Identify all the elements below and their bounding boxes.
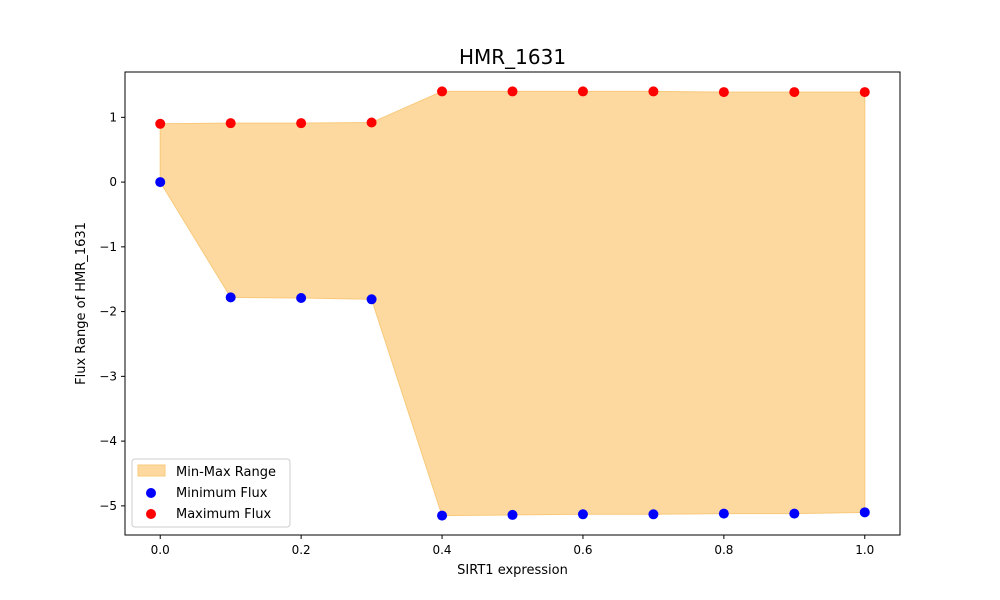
max-flux-point-7	[648, 86, 659, 97]
legend-max-marker	[146, 509, 156, 519]
plot-area	[124, 71, 901, 536]
chart-title: HMR_1631	[459, 45, 566, 69]
max-flux-point-2	[296, 118, 307, 129]
y-axis-label: Flux Range of HMR_1631	[74, 222, 89, 385]
x-tick-label: 0.0	[151, 543, 170, 557]
min-flux-point-3	[366, 294, 377, 305]
max-flux-point-3	[366, 117, 377, 128]
y-tick-label: −5	[99, 499, 117, 513]
plot-frame	[124, 71, 901, 536]
min-flux-point-0	[155, 177, 166, 188]
y-tick-label: −1	[99, 240, 117, 254]
x-tick-label: 0.4	[432, 543, 451, 557]
max-flux-point-8	[718, 87, 729, 98]
max-flux-point-6	[577, 86, 588, 97]
x-tick-label: 1.0	[855, 543, 874, 557]
max-flux-point-10	[859, 87, 870, 98]
legend-label-min: Minimum Flux	[176, 486, 268, 501]
x-tick-label: 0.6	[573, 543, 592, 557]
y-tick-label: −4	[99, 434, 117, 448]
x-tick-label: 0.8	[714, 543, 733, 557]
min-flux-point-8	[718, 508, 729, 519]
max-flux-point-0	[155, 118, 166, 129]
legend-label-max: Maximum Flux	[176, 507, 272, 522]
x-tick-label: 0.2	[292, 543, 311, 557]
min-flux-point-2	[296, 293, 307, 303]
x-axis-label: SIRT1 expression	[457, 563, 568, 578]
max-flux-point-1	[225, 118, 236, 129]
y-tick-label: 0	[109, 175, 117, 189]
y-tick-label: −3	[99, 369, 117, 383]
min-flux-point-10	[859, 507, 870, 518]
x-axis-ticks: 0.0 0.2 0.4 0.6 0.8 1.0	[151, 535, 874, 557]
min-flux-point-1	[225, 292, 236, 303]
legend-range-swatch	[137, 464, 166, 477]
legend-label-range: Min-Max Range	[176, 465, 276, 480]
minimum-flux-points	[155, 177, 870, 521]
min-flux-point-5	[507, 509, 518, 520]
max-flux-point-4	[437, 86, 448, 97]
max-flux-point-5	[507, 86, 518, 97]
legend-box	[131, 458, 291, 528]
legend: Min-Max Range Minimum Flux Maximum Flux	[131, 458, 291, 528]
y-tick-label: 1	[109, 110, 117, 124]
maximum-flux-points	[155, 86, 870, 129]
min-flux-point-4	[437, 510, 448, 521]
legend-min-marker	[146, 488, 156, 498]
y-axis-ticks: 1 0 −1 −2 −3 −4 −5	[99, 110, 125, 513]
min-flux-point-9	[789, 508, 800, 519]
min-flux-point-6	[577, 509, 588, 520]
min-flux-point-7	[648, 509, 659, 520]
y-tick-label: −2	[99, 305, 117, 319]
max-flux-point-9	[789, 87, 800, 98]
